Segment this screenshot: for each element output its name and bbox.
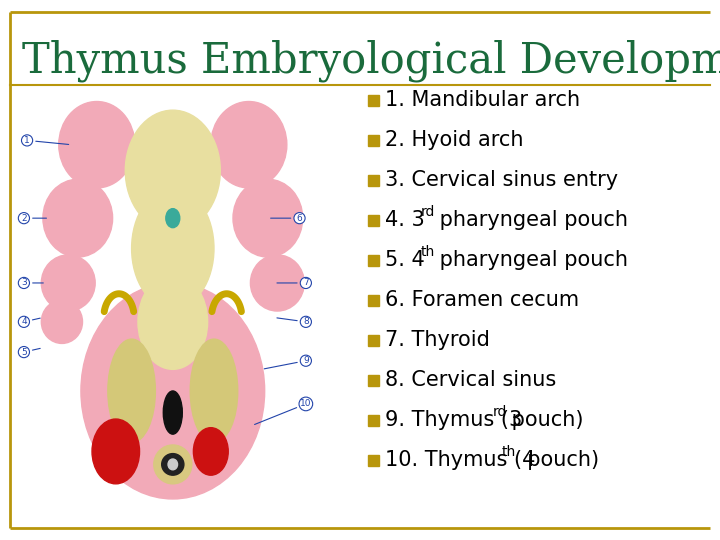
Text: 3: 3 — [21, 279, 43, 287]
Circle shape — [166, 208, 180, 228]
Text: 1: 1 — [24, 136, 68, 145]
Bar — [368, 175, 379, 186]
Text: 10: 10 — [255, 400, 312, 424]
Text: 2: 2 — [21, 214, 47, 222]
Text: 4: 4 — [21, 318, 40, 326]
Text: pharyngeal pouch: pharyngeal pouch — [433, 210, 628, 230]
Text: 10. Thymus (4: 10. Thymus (4 — [385, 450, 536, 470]
Ellipse shape — [81, 283, 265, 499]
Ellipse shape — [233, 179, 302, 257]
Text: 7: 7 — [277, 279, 309, 287]
Ellipse shape — [163, 391, 182, 434]
Ellipse shape — [125, 110, 220, 231]
Text: 2. Hyoid arch: 2. Hyoid arch — [385, 130, 523, 150]
Text: 6: 6 — [271, 214, 302, 222]
Ellipse shape — [138, 274, 207, 369]
Ellipse shape — [132, 188, 214, 309]
Text: pouch): pouch) — [505, 410, 583, 430]
Bar — [368, 215, 379, 226]
Bar — [368, 375, 379, 386]
Ellipse shape — [41, 300, 83, 343]
Ellipse shape — [211, 102, 287, 188]
Text: rd: rd — [421, 205, 436, 219]
Ellipse shape — [190, 339, 238, 443]
Text: 7. Thyroid: 7. Thyroid — [385, 330, 490, 350]
Text: 5. 4: 5. 4 — [385, 250, 425, 270]
Ellipse shape — [43, 179, 112, 257]
Text: 8: 8 — [277, 318, 309, 326]
Ellipse shape — [154, 445, 192, 484]
Ellipse shape — [108, 339, 156, 443]
Text: 1. Mandibular arch: 1. Mandibular arch — [385, 90, 580, 110]
Text: rd: rd — [493, 405, 508, 419]
Ellipse shape — [41, 255, 95, 311]
Ellipse shape — [59, 102, 135, 188]
Text: pharyngeal pouch: pharyngeal pouch — [433, 250, 628, 270]
Text: Thymus Embryological Development: Thymus Embryological Development — [22, 40, 720, 83]
Text: th: th — [421, 245, 436, 259]
Bar — [368, 415, 379, 426]
Ellipse shape — [168, 459, 178, 470]
Ellipse shape — [251, 255, 305, 311]
Text: pouch): pouch) — [514, 450, 599, 470]
Text: 9. Thymus (3: 9. Thymus (3 — [385, 410, 522, 430]
Text: th: th — [502, 445, 516, 459]
Bar — [368, 95, 379, 106]
Circle shape — [92, 419, 140, 484]
Text: 5: 5 — [21, 348, 40, 356]
Bar — [368, 455, 379, 466]
Bar — [368, 295, 379, 306]
Text: 9: 9 — [264, 356, 309, 369]
Bar — [368, 335, 379, 346]
Text: 3. Cervical sinus entry: 3. Cervical sinus entry — [385, 170, 618, 190]
Text: 4. 3: 4. 3 — [385, 210, 425, 230]
Ellipse shape — [162, 454, 184, 475]
Bar — [368, 255, 379, 266]
Circle shape — [194, 428, 228, 475]
Text: 8. Cervical sinus: 8. Cervical sinus — [385, 370, 557, 390]
Text: 6. Foramen cecum: 6. Foramen cecum — [385, 290, 579, 310]
Bar — [368, 135, 379, 146]
